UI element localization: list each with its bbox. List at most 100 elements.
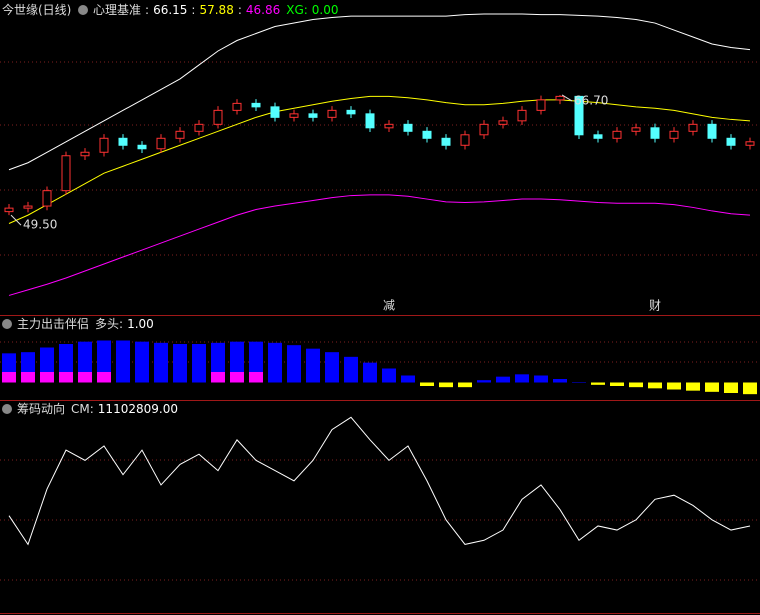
chart-title: 主力出击伴侣 [17,316,89,331]
annotation-label: 49.50 [23,218,57,232]
bar [154,342,168,383]
separator: : [238,3,242,17]
menu-icon[interactable] [2,404,12,414]
bar [363,362,377,383]
xg-value: 0.00 [312,3,339,17]
candle-body [688,123,698,132]
candle-body [650,127,660,139]
bar [686,382,700,391]
bar [325,352,339,383]
band-line [8,194,751,296]
signal-label: 减 [383,299,395,313]
bar [230,372,244,383]
bar [648,382,662,389]
panel-header: 心理基准:66.15:57.88:46.86 XG: 0.00 [93,3,339,17]
candle-body [536,99,546,111]
menu-icon[interactable] [2,319,12,329]
candle-body [612,130,622,139]
panel-header: 主力出击伴侣 多头: 1.00 [17,316,154,331]
candle-body [422,130,432,139]
indicator-name: 多头: [95,317,123,331]
bar [667,382,681,390]
indicator-name: CM: [71,402,94,416]
candle-body [631,127,641,132]
candle-body [118,137,128,146]
legend-value: 66.15 [153,3,187,17]
bar [572,382,586,383]
candle-body [213,109,223,125]
candle-body [707,123,717,139]
candle-body [479,123,489,136]
bar [591,382,605,385]
candle-body [726,137,736,146]
candle-body [194,123,204,132]
bar [515,374,529,383]
separator: : [191,3,195,17]
bar [724,382,738,393]
annotation-pointer [561,94,573,102]
bar [610,382,624,386]
candle-body [61,155,71,192]
candle-body [745,141,755,146]
candle-body [270,106,280,118]
chart-title: 筹码动向 [17,401,65,416]
candle-body [327,109,337,118]
candle-body [99,137,109,153]
indicator-value: 11102809.00 [98,402,178,416]
bar [496,376,510,383]
bar [21,372,35,383]
candle-body [498,120,508,125]
bar [344,356,358,383]
bar [553,379,567,383]
bar [705,382,719,392]
candle-body [232,102,242,111]
bar [420,382,434,386]
legend-value: 57.88 [199,3,233,17]
bar [78,372,92,383]
bar [287,345,301,383]
band-line [8,95,751,224]
indicator-name: 心理基准 [93,3,141,17]
candle-body [137,144,147,150]
annotation-label: 66.70 [574,93,608,107]
candle-body [80,151,90,157]
candle-body [460,134,470,146]
xg-name: XG: [286,3,308,17]
candle-body [23,205,33,209]
bar [382,368,396,383]
candle-body [346,109,356,115]
signal-label: 财 [649,299,661,313]
candle-body [669,130,679,139]
bar [439,382,453,388]
candle-body [593,134,603,139]
candle-body [384,123,394,129]
bar [192,344,206,383]
candle-body [403,123,413,132]
bar [97,372,111,383]
candle-body [156,137,166,150]
bar [534,375,548,383]
menu-icon[interactable] [78,5,88,15]
separator: : [145,3,149,17]
bar [249,372,263,383]
bar [59,372,73,383]
candle-body [365,113,375,129]
band-line [8,13,751,171]
bar [211,372,225,383]
bar [116,340,130,383]
candle-body [574,95,584,136]
bar [743,382,757,395]
candle-body [555,95,565,101]
bar [2,372,16,383]
panel-header: 筹码动向 CM: 11102809.00 [17,401,178,416]
candle-body [251,102,261,108]
bar [173,344,187,383]
bar [401,375,415,383]
annotation-pointer [10,214,22,226]
indicator-value: 1.00 [127,317,154,331]
bar [458,382,472,388]
candle-body [289,113,299,118]
legend-value: 46.86 [246,3,280,17]
